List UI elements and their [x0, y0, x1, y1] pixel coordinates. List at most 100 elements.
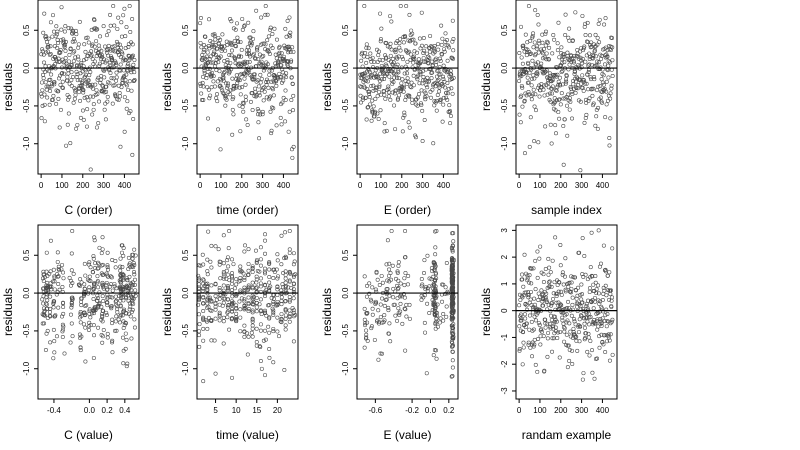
data-point: [420, 138, 425, 143]
data-point: [205, 272, 210, 277]
data-point: [221, 274, 226, 279]
data-point: [286, 50, 291, 55]
data-point: [124, 364, 129, 369]
data-point: [207, 17, 212, 22]
data-point: [120, 287, 125, 292]
data-point: [197, 278, 202, 283]
data-point: [225, 258, 230, 263]
data-point: [68, 46, 73, 51]
x-tick-label: 0: [517, 181, 522, 190]
data-point: [100, 282, 105, 287]
data-point: [392, 103, 397, 108]
y-tick-label: -1.0: [500, 136, 509, 150]
data-point: [584, 81, 589, 86]
data-point: [279, 80, 284, 85]
data-point: [52, 29, 57, 34]
data-point: [597, 17, 602, 22]
data-point: [581, 371, 586, 376]
data-point: [198, 40, 203, 45]
data-point: [559, 45, 564, 50]
data-point: [403, 348, 408, 353]
data-point: [283, 280, 288, 285]
data-point: [291, 296, 296, 301]
data-point: [378, 302, 383, 307]
y-tick-label: -0.5: [22, 98, 31, 112]
data-point: [556, 110, 561, 115]
data-point: [259, 366, 264, 371]
data-point: [546, 256, 551, 261]
data-point: [88, 94, 93, 99]
data-point: [223, 103, 228, 108]
y-tick-label: 0.0: [181, 62, 190, 74]
data-point: [110, 340, 115, 345]
data-point: [78, 320, 83, 325]
data-point: [104, 312, 109, 317]
data-point: [451, 316, 456, 321]
data-point: [450, 302, 455, 307]
data-point: [389, 19, 394, 24]
data-point: [100, 280, 105, 285]
data-point: [238, 307, 243, 312]
data-point: [549, 284, 554, 289]
data-point: [221, 283, 226, 288]
data-point: [376, 74, 381, 79]
data-point: [432, 347, 437, 352]
data-point: [76, 45, 81, 50]
data-point: [56, 89, 61, 94]
data-point: [598, 95, 603, 100]
data-point: [96, 285, 101, 290]
data-point: [379, 77, 384, 82]
data-point: [410, 31, 415, 36]
x-tick-label: 100: [214, 181, 228, 190]
data-point: [542, 295, 547, 300]
data-point: [525, 307, 530, 312]
x-axis-label: time (value): [216, 428, 279, 442]
data-point: [209, 265, 214, 270]
data-point: [449, 374, 454, 379]
data-point: [46, 36, 51, 41]
data-point: [587, 96, 592, 101]
data-point: [264, 77, 269, 82]
data-point: [121, 58, 126, 63]
data-point: [520, 104, 525, 109]
data-point: [610, 74, 615, 79]
data-point: [424, 79, 429, 84]
data-point: [290, 155, 295, 160]
data-point: [526, 295, 531, 300]
data-point: [113, 61, 118, 66]
data-point: [103, 117, 108, 122]
data-point: [225, 43, 230, 48]
data-point: [433, 326, 438, 331]
data-point: [573, 90, 578, 95]
data-point: [246, 268, 251, 273]
data-point: [237, 78, 242, 83]
data-point: [132, 272, 137, 277]
data-point: [275, 276, 280, 281]
data-point: [411, 83, 416, 88]
data-point: [605, 48, 610, 53]
data-point: [78, 348, 83, 353]
data-point: [99, 48, 104, 53]
data-point: [124, 25, 129, 30]
data-point: [396, 311, 401, 316]
data-point: [439, 51, 444, 56]
data-point: [278, 54, 283, 59]
data-point: [402, 71, 407, 76]
data-point: [550, 349, 555, 354]
data-point: [576, 83, 581, 88]
data-point: [240, 105, 245, 110]
data-point: [81, 90, 86, 95]
data-point: [440, 36, 445, 41]
data-point: [249, 41, 254, 46]
data-point: [607, 270, 612, 275]
x-tick-label: 400: [596, 406, 610, 415]
data-point: [114, 328, 119, 333]
data-point: [48, 285, 53, 290]
data-point: [433, 287, 438, 292]
data-point: [233, 43, 238, 48]
data-point: [118, 264, 123, 269]
data-point: [102, 107, 107, 112]
data-point: [86, 98, 91, 103]
x-tick-label: 5: [213, 406, 218, 415]
